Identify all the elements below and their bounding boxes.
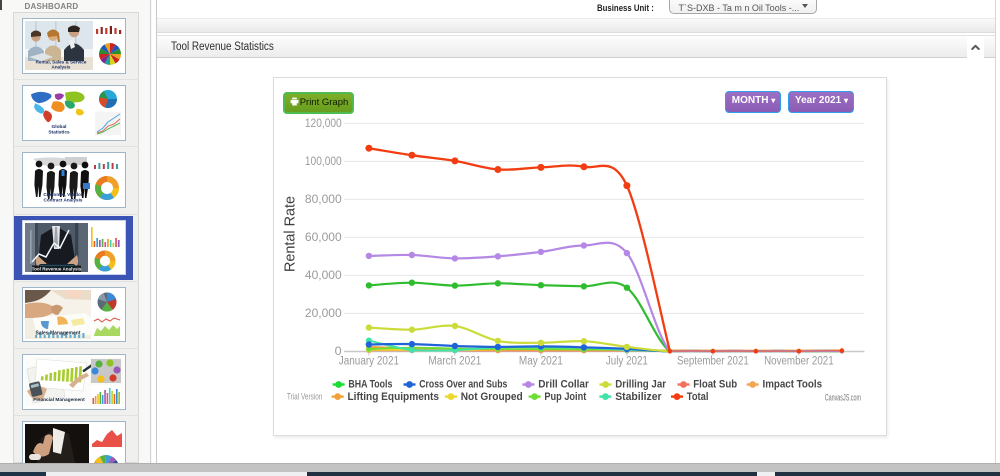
svg-text:Impact Tools: Impact Tools <box>762 379 822 391</box>
svg-text:120,000: 120,000 <box>304 118 341 130</box>
svg-text:Drill Collar: Drill Collar <box>538 379 589 391</box>
svg-text:Total: Total <box>686 391 708 403</box>
svg-text:May 2021: May 2021 <box>518 356 562 368</box>
svg-text:0: 0 <box>334 346 341 358</box>
svg-text:Float Sub: Float Sub <box>693 379 737 391</box>
svg-text:Tool Revenue Analysis: Tool Revenue Analysis <box>31 266 81 271</box>
svg-text:60,000: 60,000 <box>304 232 341 244</box>
svg-text:80,000: 80,000 <box>304 194 341 206</box>
svg-text:20,000: 20,000 <box>304 308 341 320</box>
svg-text:Rental, Sales & Service: Rental, Sales & Service <box>35 60 86 65</box>
svg-text:Contract Analysis: Contract Analysis <box>43 198 82 203</box>
svg-text:November 2021: November 2021 <box>764 356 834 368</box>
svg-text:Rental Rate: Rental Rate <box>282 196 298 272</box>
svg-text:Cross Over and Subs: Cross Over and Subs <box>419 379 507 391</box>
svg-text:Analysis: Analysis <box>51 65 70 70</box>
svg-text:Lifting Equipments: Lifting Equipments <box>347 391 439 403</box>
svg-text:Sales Management: Sales Management <box>35 330 80 336</box>
svg-text:100,000: 100,000 <box>304 156 341 168</box>
svg-text:Stabilizer: Stabilizer <box>615 391 662 403</box>
svg-text:Pup Joint: Pup Joint <box>544 391 586 403</box>
svg-text:Global: Global <box>51 124 66 130</box>
svg-text:March 2021: March 2021 <box>428 356 481 368</box>
svg-text:Financial Management: Financial Management <box>33 397 85 403</box>
svg-text:Not Grouped: Not Grouped <box>460 391 522 403</box>
svg-text:July 2021: July 2021 <box>605 356 647 368</box>
svg-text:Trial Version: Trial Version <box>286 392 322 402</box>
svg-text:40,000: 40,000 <box>304 270 341 282</box>
svg-text:BHA Tools: BHA Tools <box>348 379 392 391</box>
svg-text:CanvasJS.com: CanvasJS.com <box>824 393 860 403</box>
svg-text:Customer, Vendor: Customer, Vendor <box>43 192 83 197</box>
svg-text:Drilling Jar: Drilling Jar <box>615 379 666 391</box>
svg-text:Statistics: Statistics <box>48 130 70 136</box>
svg-text:January 2021: January 2021 <box>338 356 398 368</box>
svg-text:September 2021: September 2021 <box>677 356 749 368</box>
